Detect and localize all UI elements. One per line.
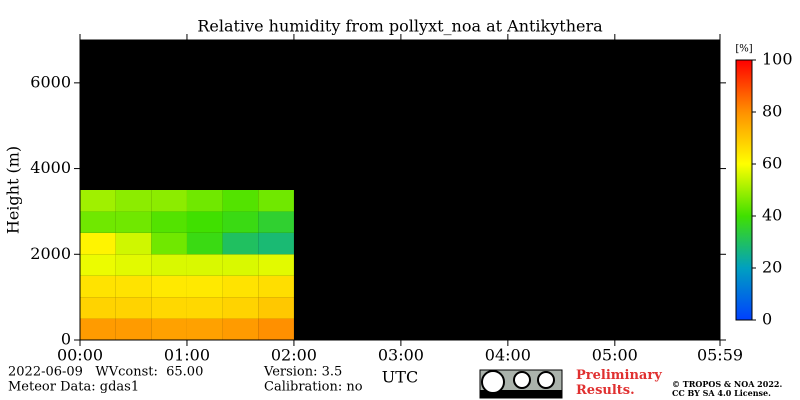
heat-cell <box>258 297 294 319</box>
heat-cell <box>80 211 116 233</box>
heat-cell <box>186 275 223 298</box>
heat-cell <box>222 297 259 319</box>
colorbar-tick-label: 80 <box>762 102 782 121</box>
x-axis-label: UTC <box>382 368 418 387</box>
heat-cell <box>115 275 152 298</box>
heat-cell <box>80 318 116 340</box>
heat-cell <box>258 211 294 233</box>
heat-cell <box>258 275 294 298</box>
heat-cell <box>115 190 152 212</box>
colorbar <box>735 59 753 321</box>
heat-cell <box>222 275 259 298</box>
x-tick-label: 05:00 <box>592 346 638 365</box>
y-tick-label: 2000 <box>30 244 71 263</box>
y-tick-label: 0 <box>61 330 71 349</box>
preliminary-box: Preliminary Results. <box>576 368 662 398</box>
plot-frame <box>79 39 721 341</box>
heat-cell <box>151 297 187 319</box>
x-tick-label: 02:00 <box>271 346 317 365</box>
heat-cell <box>258 254 294 276</box>
heat-cell <box>186 297 223 319</box>
heat-cell <box>151 318 187 340</box>
colorbar-tick-label: 60 <box>762 154 782 173</box>
y-tick-label: 6000 <box>30 72 71 91</box>
x-tick-label: 01:00 <box>164 346 210 365</box>
heat-cell <box>151 275 187 298</box>
heat-cell <box>80 254 116 276</box>
heat-cell <box>80 232 116 255</box>
heat-cell <box>115 318 152 340</box>
heat-cell <box>80 275 116 298</box>
x-tick-label: 00:00 <box>57 346 103 365</box>
preliminary: Preliminary Results. <box>576 368 662 398</box>
heat-cell <box>258 190 294 212</box>
heat-cell <box>186 254 223 276</box>
x-tick-label: 05:59 <box>697 346 743 365</box>
heat-cell <box>222 190 259 212</box>
heat-cell <box>115 232 152 255</box>
heat-cell <box>222 318 259 340</box>
footer-meteor: Meteor Data: gdas1 <box>8 380 139 395</box>
heat-cell <box>186 190 223 212</box>
heat-cell <box>222 211 259 233</box>
y-tick-label: 4000 <box>30 158 71 177</box>
heat-cell <box>186 211 223 233</box>
chart-title: Relative humidity from pollyxt_noa at An… <box>197 17 603 36</box>
heat-cell <box>151 211 187 233</box>
heat-cell <box>186 318 223 340</box>
colorbar-tick-label: 20 <box>762 258 782 277</box>
footer-date: 2022-06-09 WVconst: 65.00 <box>8 365 203 380</box>
heat-cell <box>186 232 223 255</box>
heat-cell <box>258 232 294 255</box>
heat-cell <box>151 190 187 212</box>
heat-cell <box>115 254 152 276</box>
footer-calibration: Calibration: no <box>264 380 363 395</box>
cc-badge <box>479 369 563 399</box>
heat-cell <box>115 211 152 233</box>
colorbar-tick-label: 40 <box>762 206 782 225</box>
heat-cell <box>222 232 259 255</box>
heat-cell <box>151 254 187 276</box>
x-tick-label: 03:00 <box>378 346 424 365</box>
heat-cell <box>80 297 116 319</box>
heat-cell <box>115 297 152 319</box>
footer-license: CC BY SA 4.0 License. <box>672 388 771 398</box>
heat-cell <box>258 318 294 340</box>
colorbar-tick-label: 100 <box>762 50 793 69</box>
footer-version: Version: 3.5 <box>263 365 342 380</box>
heat-cell <box>151 232 187 255</box>
colorbar-tick-label: 0 <box>762 310 772 329</box>
y-axis-label: Height (m) <box>4 146 23 234</box>
colorbar-label: [%] <box>735 44 752 55</box>
heat-cell <box>80 190 116 212</box>
x-tick-label: 04:00 <box>485 346 531 365</box>
heat-cell <box>222 254 259 276</box>
footer-copyright: © TROPOS & NOA 2022. <box>672 379 782 389</box>
